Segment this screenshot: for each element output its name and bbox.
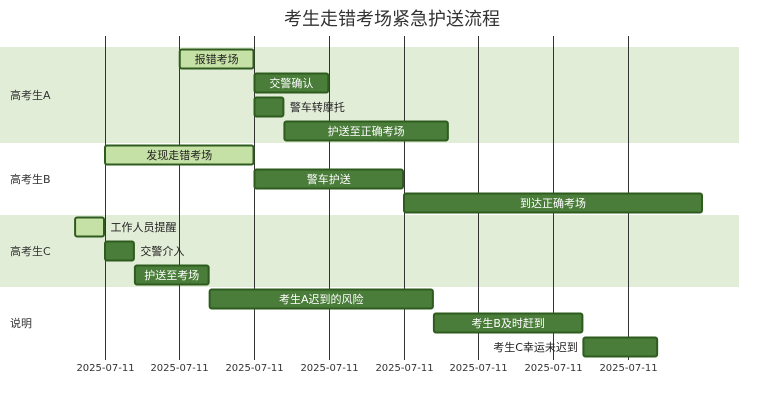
task-label: 到达正确考场 — [520, 196, 586, 210]
x-tick-label: 2025-07-11 — [524, 363, 582, 374]
task-label: 发现走错考场 — [146, 148, 212, 162]
task-label: 报错考场 — [195, 52, 239, 66]
task-label: 警车护送 — [307, 172, 351, 186]
task-label: 护送至正确考场 — [328, 124, 405, 138]
task-bar — [432, 312, 584, 334]
x-tick-label: 2025-07-11 — [300, 363, 358, 374]
task-bar — [253, 168, 404, 190]
task-bar — [104, 144, 255, 166]
task-label: 警车转摩托 — [290, 100, 345, 114]
task-bar — [74, 216, 105, 238]
task-label: 考生A迟到的风险 — [279, 292, 364, 306]
chart-title: 考生走错考场紧急护送流程 — [284, 9, 500, 30]
section-label: 高考生A — [10, 88, 51, 102]
section-label: 高考生B — [10, 172, 51, 186]
task-bar — [283, 120, 449, 142]
section-label: 高考生C — [10, 244, 51, 258]
task-bar — [253, 72, 330, 94]
task-bar — [208, 288, 434, 310]
task-label: 交警介入 — [140, 244, 184, 258]
x-tick-label: 2025-07-11 — [375, 363, 433, 374]
task-bar — [403, 192, 703, 214]
x-tick-label: 2025-07-11 — [225, 363, 283, 374]
x-tick-label: 2025-07-11 — [76, 363, 134, 374]
task-label: 工作人员提醒 — [111, 221, 177, 234]
task-bar — [253, 96, 285, 118]
task-bar — [178, 48, 255, 70]
task-bar — [582, 336, 659, 358]
task-label: 交警确认 — [269, 76, 313, 90]
task-bar — [104, 240, 135, 262]
section-label: 说明 — [10, 316, 32, 330]
task-label: 考生C幸运未迟到 — [493, 340, 578, 354]
x-tick-label: 2025-07-11 — [599, 363, 657, 374]
task-bar — [133, 264, 210, 286]
task-label: 考生B及时赶到 — [471, 316, 545, 330]
x-tick-label: 2025-07-11 — [150, 363, 208, 374]
x-tick-label: 2025-07-11 — [449, 363, 507, 374]
task-label: 护送至考场 — [144, 268, 199, 282]
